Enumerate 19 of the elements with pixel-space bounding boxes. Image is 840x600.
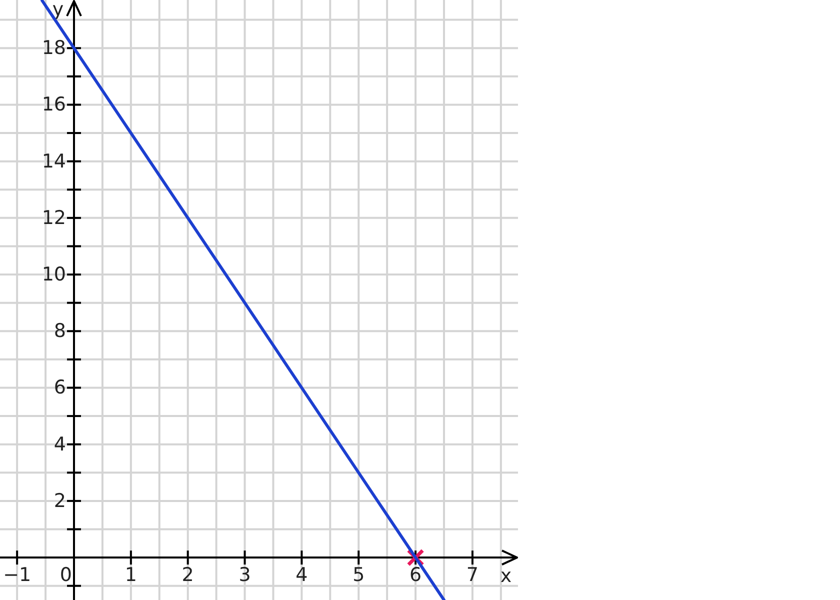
- x-tick-label: 2: [182, 564, 194, 586]
- y-tick-label: 8: [54, 320, 66, 342]
- x-tick-label: 4: [296, 564, 308, 586]
- y-tick-label: 16: [42, 94, 66, 116]
- y-tick-label: 18: [42, 37, 66, 60]
- x-tick-label: 5: [352, 564, 365, 586]
- x-tick-label: 7: [466, 564, 479, 586]
- x-tick-label: 0: [60, 564, 72, 586]
- y-tick-label: 6: [54, 376, 66, 399]
- y-tick-label: 10: [42, 263, 66, 286]
- x-tick-label: −1: [3, 564, 32, 586]
- x-tick-label: 1: [124, 564, 137, 586]
- x-axis-title: x: [500, 564, 512, 587]
- y-tick-label: 14: [42, 150, 66, 172]
- y-tick-label: 4: [54, 433, 66, 456]
- x-tick-label: 6: [409, 564, 422, 586]
- x-tick-label: 3: [238, 564, 251, 586]
- y-tick-label: 2: [54, 490, 66, 512]
- y-tick-label: 12: [42, 206, 66, 229]
